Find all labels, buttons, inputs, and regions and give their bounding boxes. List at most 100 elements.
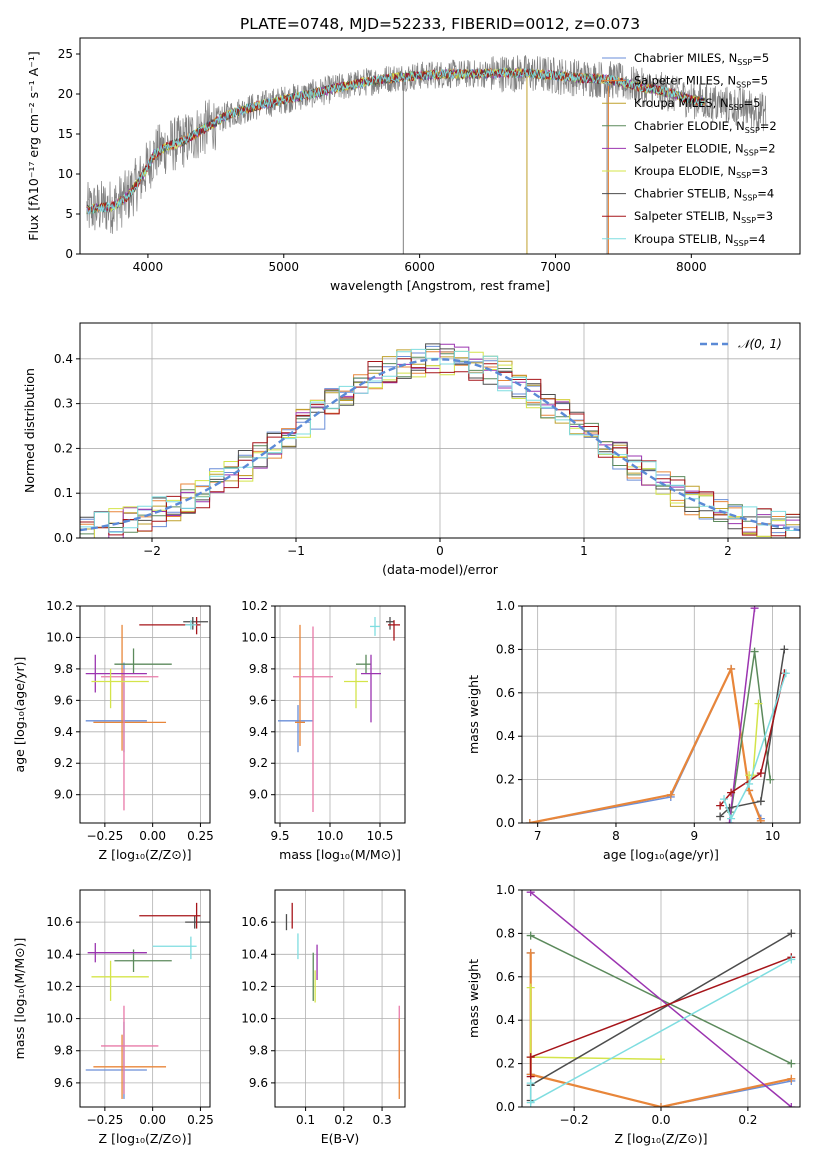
- weight-marker-salpeter-stelib: [526, 1053, 535, 1062]
- x-tick-label: 4000: [133, 260, 164, 274]
- x-tick-label: 8000: [676, 260, 707, 274]
- x-tick-label: 0.00: [139, 829, 166, 843]
- weight-marker-salpeter-miles: [666, 790, 675, 799]
- y-tick-label: 9.6: [54, 693, 73, 707]
- y-tick-label: 0.0: [496, 816, 515, 830]
- weight-line-salpeter-elodie: [728, 608, 756, 823]
- y-tick-label: 0.0: [496, 1100, 515, 1114]
- weight-marker-salpeter-stelib: [756, 769, 765, 778]
- legend-entry-normal: 𝒩(0, 1): [738, 337, 782, 351]
- weight-marker-chabrier-elodie: [526, 931, 535, 940]
- weight-marker-kroupa-stelib: [727, 814, 736, 823]
- weight-marker-salpeter-stelib: [716, 801, 725, 810]
- x-tick-label: 0.25: [187, 829, 214, 843]
- y-tick-label: 0.8: [496, 642, 515, 656]
- y-tick-label: 10.0: [241, 630, 268, 644]
- chart-mass_vs_Z: −0.25 0.00 0.25 9.6 9.8 10.0 10.2 10.4 10.6 Z [lo…: [12, 889, 214, 1146]
- weight-line-salpeter-elodie: [530, 891, 792, 1107]
- y-tick-label: 9.8: [249, 1044, 268, 1058]
- y-tick-label: 9.0: [249, 788, 268, 802]
- y-tick-label: 10.2: [46, 979, 73, 993]
- y-tick-label: 9.6: [249, 1076, 268, 1090]
- y-tick-label: 10.2: [241, 979, 268, 993]
- x-tick-label: 9: [690, 829, 698, 843]
- plot-area: [275, 606, 405, 823]
- y-axis-label: Normed distribution: [22, 368, 37, 493]
- y-tick-label: 9.0: [54, 788, 73, 802]
- y-tick-label: 0.0: [54, 531, 73, 545]
- y-tick-label: 20: [58, 87, 73, 101]
- x-tick-label: 10: [765, 829, 780, 843]
- legend-entry-salpeter-miles: Salpeter MILES, NSSP=5: [634, 74, 768, 90]
- x-tick-label: 7000: [540, 260, 571, 274]
- y-tick-label: 0.4: [496, 729, 515, 743]
- plot-area: [80, 890, 210, 1107]
- x-tick-label: −1: [287, 544, 305, 558]
- plot-area: [522, 606, 800, 823]
- y-tick-label: 0.4: [54, 352, 73, 366]
- x-tick-label: 7: [534, 829, 542, 843]
- y-axis-label: mass weight: [466, 959, 481, 1038]
- axes-frame: [79, 889, 211, 1108]
- y-tick-label: 15: [58, 127, 73, 141]
- x-tick-label: 9.5: [270, 829, 289, 843]
- x-tick-label: −0.25: [86, 829, 123, 843]
- y-tick-label: 9.2: [249, 756, 268, 770]
- y-tick-label: 0.2: [54, 441, 73, 455]
- weight-marker-kroupa-stelib: [781, 669, 790, 678]
- weight-marker-kroupa-stelib: [720, 795, 729, 804]
- x-tick-label: 10.5: [367, 829, 394, 843]
- weight-marker-kroupa-stelib: [787, 955, 796, 964]
- weight-marker-salpeter-elodie: [526, 890, 535, 897]
- chart-spectrum: 4000 5000 6000 7000 8000 0 5 10 15 20 25 wavelength…: [26, 37, 801, 293]
- x-axis-label: Z [log₁₀(Z/Z⊙)]: [99, 1131, 192, 1146]
- x-tick-label: 2: [724, 544, 732, 558]
- y-tick-label: 0: [65, 247, 73, 261]
- x-axis-label: mass [log₁₀(M/M⊙)]: [279, 847, 401, 862]
- model-line-kroupa-stelib: [86, 67, 705, 215]
- x-axis-label: wavelength [Angstrom, rest frame]: [330, 278, 550, 293]
- y-tick-label: 9.4: [249, 725, 268, 739]
- y-tick-label: 10.0: [241, 1012, 268, 1026]
- y-tick-label: 9.6: [54, 1076, 73, 1090]
- legend-entry-kroupa-miles: Kroupa MILES, NSSP=5: [634, 96, 760, 112]
- x-tick-label: 5000: [269, 260, 300, 274]
- plot-area: [86, 55, 767, 254]
- x-tick-label: 8: [612, 829, 620, 843]
- x-tick-label: 6000: [404, 260, 435, 274]
- y-tick-label: 10.0: [46, 630, 73, 644]
- x-axis-label: (data-model)/error: [382, 562, 499, 577]
- x-axis-label: age [log₁₀(age/yr)]: [603, 847, 719, 862]
- weight-marker-kroupa-elodie: [526, 983, 535, 992]
- weight-marker-chabrier-elodie: [766, 775, 775, 784]
- weight-marker-chabrier-stelib: [780, 645, 789, 654]
- weight-marker-salpeter-miles: [787, 1074, 796, 1083]
- y-tick-label: 25: [58, 47, 73, 61]
- weight-marker-kroupa-stelib: [526, 1079, 535, 1088]
- axes-frame: [79, 37, 801, 255]
- histogram-kroupa-stelib: [80, 348, 800, 538]
- x-tick-label: 1: [580, 544, 588, 558]
- x-tick-label: 0.0: [651, 1113, 670, 1127]
- y-tick-label: 0.2: [496, 773, 515, 787]
- weight-marker-salpeter-elodie: [725, 819, 734, 823]
- weight-marker-chabrier-stelib: [716, 812, 725, 821]
- x-tick-label: −0.25: [86, 1113, 123, 1127]
- y-tick-label: 10.4: [241, 947, 268, 961]
- x-axis-label: E(B-V): [321, 1131, 360, 1146]
- weight-marker-chabrier-elodie: [750, 647, 759, 656]
- weight-marker-kroupa-elodie: [657, 1055, 665, 1064]
- y-tick-label: 10: [58, 167, 73, 181]
- weight-marker-chabrier-stelib: [756, 797, 765, 806]
- weight-line-kroupa-elodie: [529, 987, 662, 1061]
- plot-area: [522, 890, 800, 1107]
- x-tick-label: −0.2: [560, 1113, 589, 1127]
- x-tick-label: 0.1: [296, 1113, 315, 1127]
- normal-curve: [80, 358, 800, 532]
- y-tick-label: 10.2: [241, 599, 268, 613]
- weight-marker-chabrier-elodie: [787, 1059, 796, 1068]
- figure-title: PLATE=0748, MJD=52233, FIBERID=0012, z=0…: [240, 15, 640, 33]
- y-axis-label: mass weight: [466, 675, 481, 754]
- plot-area: [275, 890, 405, 1107]
- y-tick-label: 5: [65, 207, 73, 221]
